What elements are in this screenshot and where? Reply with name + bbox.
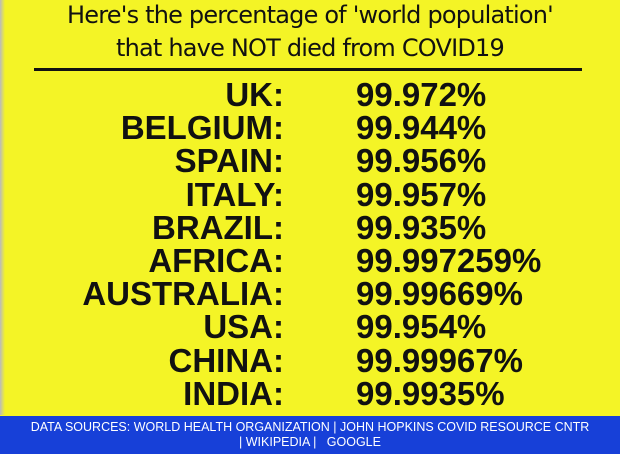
country-row: SPAIN: 99.956% bbox=[0, 144, 620, 177]
country-name: BELGIUM: bbox=[120, 109, 284, 147]
survival-percentage: 99.944% bbox=[356, 109, 487, 147]
country-row: AUSTRALIA: 99.99669% bbox=[0, 277, 620, 310]
title-underline bbox=[34, 68, 582, 71]
country-name: SPAIN: bbox=[174, 142, 284, 180]
country-row: USA: 99.954% bbox=[0, 310, 620, 343]
country-name: UK: bbox=[225, 76, 284, 113]
data-sources-footer: DATA SOURCES: WORLD HEALTH ORGANIZATION … bbox=[0, 416, 620, 454]
country-name: BRAZIL: bbox=[152, 208, 284, 246]
survival-percentage: 99.99669% bbox=[356, 275, 523, 313]
country-row: CHINA: 99.99967% bbox=[0, 344, 620, 377]
survival-percentage: 99.9935% bbox=[356, 374, 505, 412]
country-name: USA: bbox=[203, 308, 284, 346]
survival-percentage: 99.954% bbox=[356, 308, 487, 346]
country-row: INDIA: 99.9935% bbox=[0, 377, 620, 410]
survival-percentage: 99.972% bbox=[356, 76, 487, 113]
country-name: ITALY: bbox=[185, 175, 284, 213]
country-row: ITALY: 99.957% bbox=[0, 178, 620, 211]
country-name: AFRICA: bbox=[148, 242, 284, 279]
country-name: INDIA: bbox=[183, 374, 284, 412]
country-row: AFRICA: 99.997259% bbox=[0, 244, 620, 277]
country-row: UK: 99.972% bbox=[0, 78, 620, 111]
country-name: CHINA: bbox=[168, 341, 284, 379]
survival-percentage: 99.99967% bbox=[356, 341, 523, 379]
footer-line-2: | WIKIPEDIA | GOOGLE bbox=[239, 435, 381, 449]
title-line-2: that have NOT died from COVID19 bbox=[116, 34, 505, 62]
country-row: BRAZIL: 99.935% bbox=[0, 211, 620, 244]
left-edge-shadow bbox=[0, 0, 5, 415]
footer-line-1: DATA SOURCES: WORLD HEALTH ORGANIZATION … bbox=[30, 420, 590, 434]
title-line-1: Here's the percentage of 'world populati… bbox=[67, 1, 554, 29]
country-row: BELGIUM: 99.944% bbox=[0, 111, 620, 144]
survival-percentage: 99.935% bbox=[356, 208, 487, 246]
survival-percentage: 99.997259% bbox=[356, 242, 542, 279]
survival-percentage: 99.956% bbox=[356, 142, 487, 180]
survival-percentage: 99.957% bbox=[356, 175, 487, 213]
country-name: AUSTRALIA: bbox=[82, 275, 284, 313]
